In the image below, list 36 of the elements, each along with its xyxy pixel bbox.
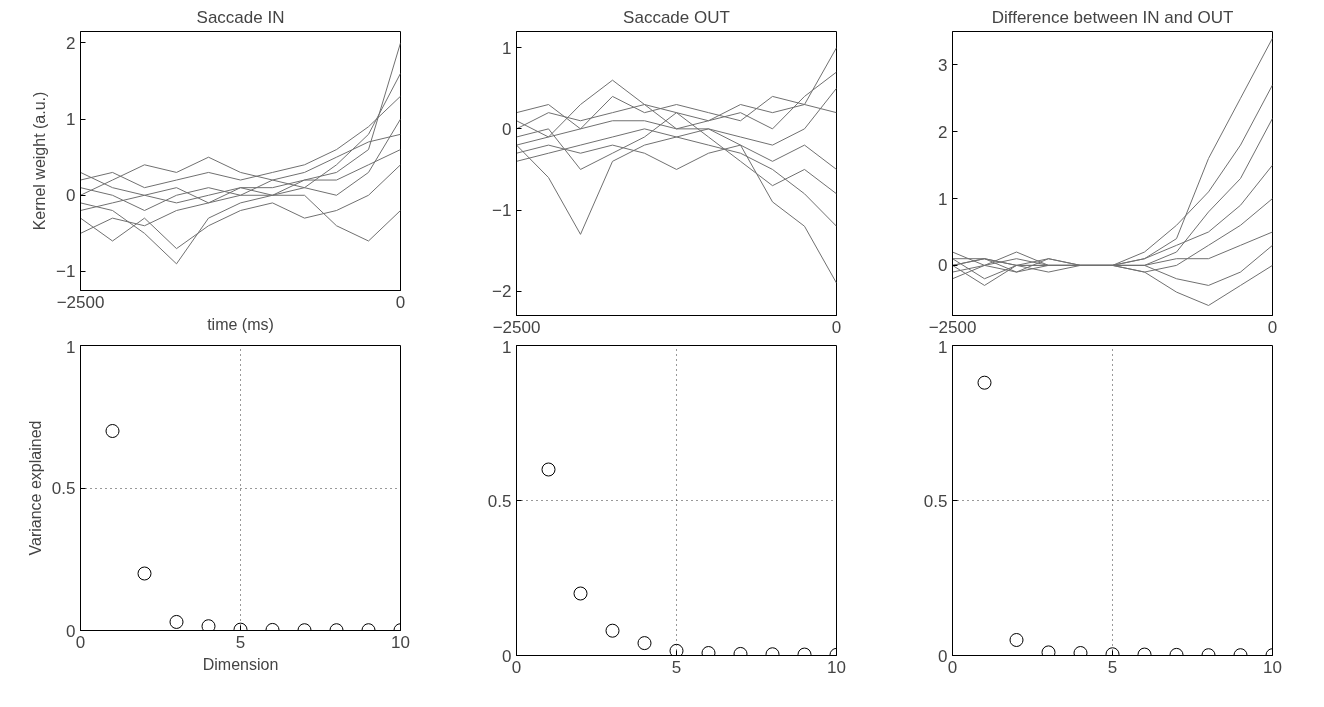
y-axis-title: Variance explained <box>26 420 44 556</box>
y-tick-label: 1 <box>66 337 76 357</box>
y-tick-label: −2 <box>492 282 512 302</box>
y-tick-label: 0.5 <box>51 479 76 498</box>
y-tick-label: 0 <box>66 186 76 206</box>
x-tick-label: 5 <box>671 657 682 677</box>
y-tick-label: −1 <box>492 201 512 221</box>
x-tick-label: 10 <box>1263 657 1282 677</box>
x-axis-title: time (ms) <box>207 315 274 333</box>
chart-title: Difference between IN and OUT <box>991 7 1234 27</box>
y-tick-label: 2 <box>938 122 948 142</box>
y-tick-label: 1 <box>66 110 76 130</box>
y-tick-label: 1 <box>938 189 948 209</box>
y-tick-label: 2 <box>66 33 76 53</box>
x-tick-label: 0 <box>831 317 842 337</box>
y-tick-label: 0.5 <box>487 491 512 511</box>
x-axis-title: Dimension <box>202 655 279 673</box>
x-tick-label: 5 <box>235 632 246 652</box>
y-tick-label: 3 <box>938 55 948 75</box>
x-tick-label: −2500 <box>492 317 541 337</box>
y-tick-label: 0.5 <box>923 491 948 511</box>
y-tick-label: 1 <box>502 38 512 58</box>
x-tick-label: 0 <box>1267 317 1278 337</box>
y-tick-label: 0 <box>938 256 948 276</box>
x-tick-label: 5 <box>1107 657 1118 677</box>
y-tick-label: 1 <box>938 337 948 357</box>
y-tick-label: 0 <box>502 119 512 139</box>
y-axis-title: Kernel weight (a.u.) <box>31 91 49 231</box>
x-tick-label: 10 <box>827 657 846 677</box>
y-tick-label: −1 <box>56 262 76 282</box>
x-tick-label: −2500 <box>928 317 977 337</box>
chart-title: Saccade IN <box>196 7 285 27</box>
y-tick-label: 1 <box>502 337 512 357</box>
x-tick-label: −2500 <box>56 292 105 312</box>
chart-title: Saccade OUT <box>623 7 730 27</box>
x-tick-label: 10 <box>391 632 410 652</box>
